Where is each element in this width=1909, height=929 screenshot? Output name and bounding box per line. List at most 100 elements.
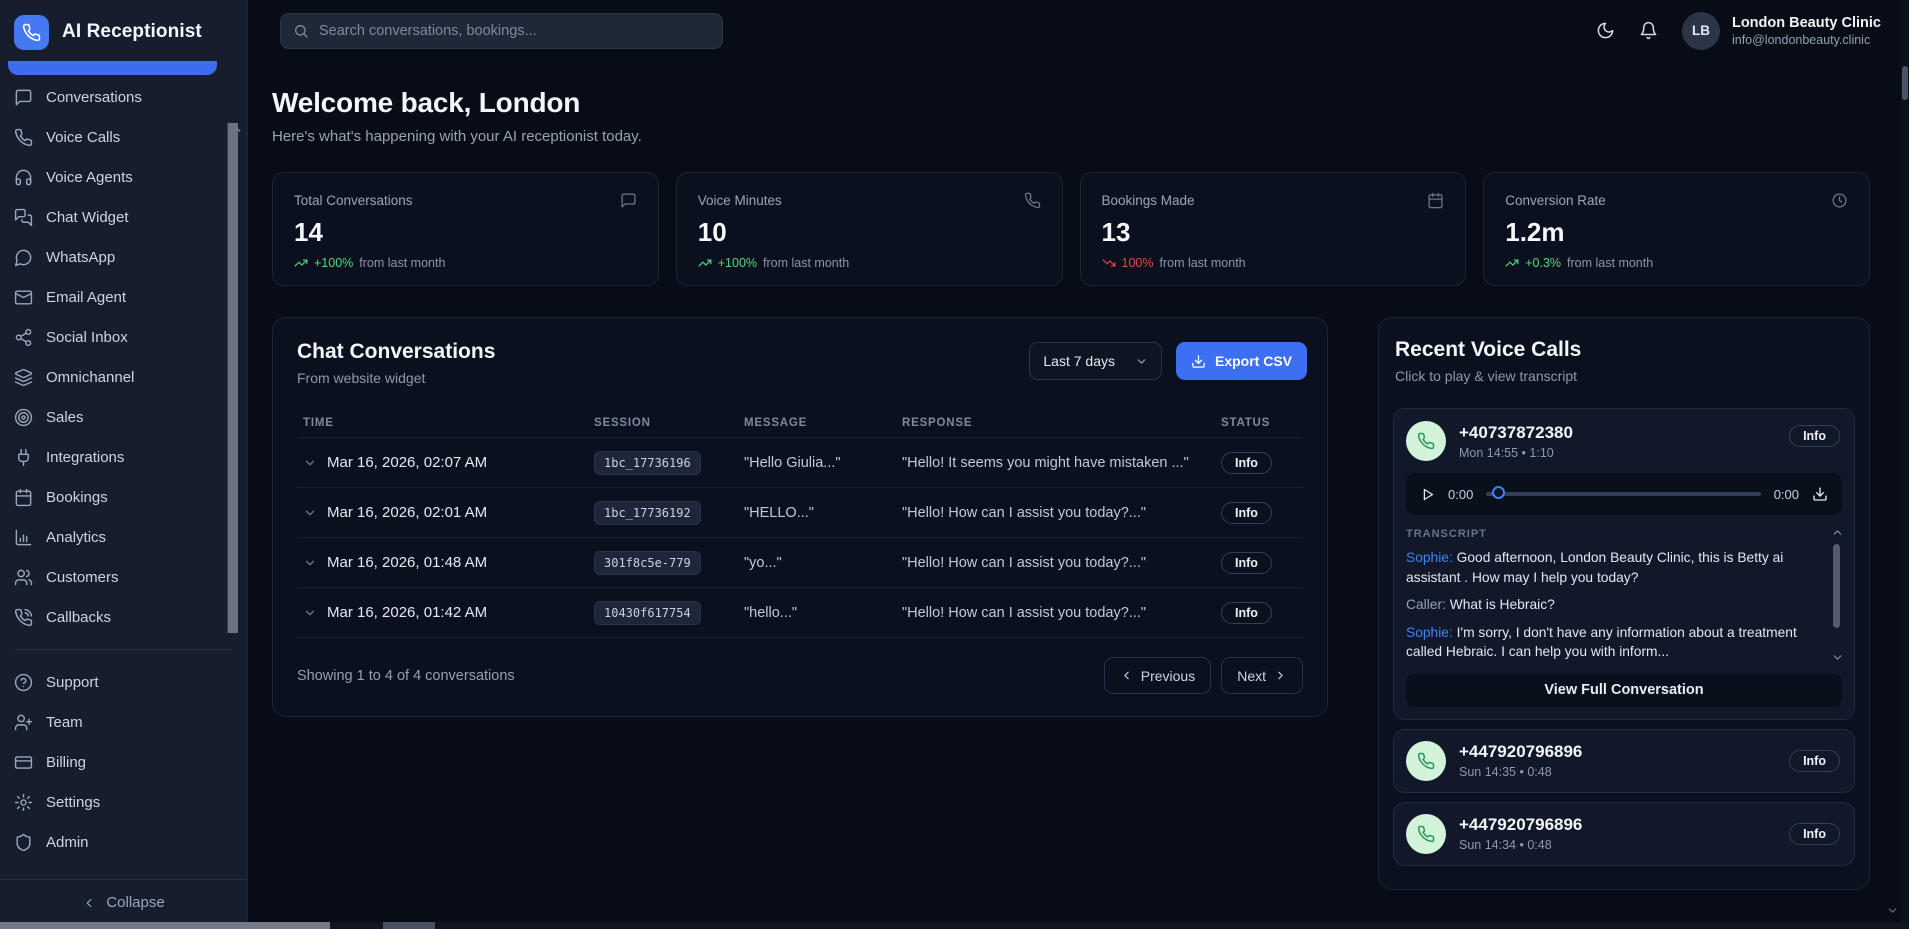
- audio-player: 0:00 0:00: [1406, 473, 1842, 515]
- sidebar-item-voice-calls[interactable]: Voice Calls: [6, 117, 241, 157]
- trending-down-icon: [1102, 256, 1116, 270]
- page-vertical-scrollbar[interactable]: [1901, 0, 1909, 929]
- sidebar-item-chat-widget[interactable]: Chat Widget: [6, 197, 241, 237]
- sidebar-item-social-inbox[interactable]: Social Inbox: [6, 317, 241, 357]
- sidebar-item-callbacks[interactable]: Callbacks: [6, 597, 241, 637]
- row-expand-chevron-icon[interactable]: [303, 606, 317, 620]
- page-vertical-scrollbar-thumb[interactable]: [1902, 66, 1908, 100]
- table-row[interactable]: Mar 16, 2026, 02:07 AM 1bc_17736196 "Hel…: [297, 438, 1303, 488]
- sidebar-item-label: Voice Calls: [46, 128, 121, 146]
- sidebar-item-analytics[interactable]: Analytics: [6, 517, 241, 557]
- call-info-button[interactable]: Info: [1789, 749, 1840, 772]
- speaker-label: Sophie:: [1406, 550, 1453, 565]
- trending-up-icon: [698, 256, 712, 270]
- sidebar-item-sales[interactable]: Sales: [6, 397, 241, 437]
- session-id-badge: 1bc_17736192: [594, 500, 701, 525]
- sidebar-item-label: Sales: [46, 408, 84, 426]
- date-range-select[interactable]: Last 7 days: [1029, 342, 1162, 380]
- transcript-scrollbar-thumb[interactable]: [1833, 544, 1840, 628]
- transcript-scroll-down-icon[interactable]: [1831, 651, 1844, 664]
- row-expand-chevron-icon[interactable]: [303, 456, 317, 470]
- sidebar-item-billing[interactable]: Billing: [6, 742, 241, 782]
- sidebar-item-admin[interactable]: Admin: [6, 822, 241, 862]
- call-info-button[interactable]: Info: [1789, 822, 1840, 845]
- table-row[interactable]: Mar 16, 2026, 01:42 AM 10430f617754 "hel…: [297, 588, 1303, 638]
- sidebar-item-voice-agents[interactable]: Voice Agents: [6, 157, 241, 197]
- row-info-button[interactable]: Info: [1221, 501, 1272, 524]
- page-scroll-down-icon[interactable]: [1886, 904, 1899, 917]
- trending-up-icon: [294, 256, 308, 270]
- sidebar-item-whatsapp[interactable]: WhatsApp: [6, 237, 241, 277]
- next-page-button[interactable]: Next: [1221, 657, 1303, 694]
- table-footer: Showing 1 to 4 of 4 conversations Previo…: [297, 657, 1303, 694]
- stat-trend-value: +100%: [717, 256, 758, 270]
- row-time: Mar 16, 2026, 02:07 AM: [327, 454, 488, 471]
- sidebar-item-support[interactable]: Support: [6, 662, 241, 702]
- sidebar-item-settings[interactable]: Settings: [6, 782, 241, 822]
- sidebar-item-conversations[interactable]: Conversations: [6, 77, 241, 117]
- stat-label: Bookings Made: [1101, 193, 1195, 208]
- export-csv-button[interactable]: Export CSV: [1175, 342, 1307, 380]
- message-square-icon: [620, 192, 637, 209]
- voice-call-card[interactable]: +447920796896 Sun 14:35 • 0:48 Info: [1393, 728, 1855, 793]
- row-expand-chevron-icon[interactable]: [303, 556, 317, 570]
- row-response: "Hello! How can I assist you today?...": [902, 504, 1147, 521]
- sidebar-item-bookings[interactable]: Bookings: [6, 477, 241, 517]
- call-number: +447920796896: [1459, 815, 1583, 835]
- search-icon: [293, 23, 309, 39]
- conversations-icon: [14, 88, 33, 107]
- call-info-button[interactable]: Info: [1789, 425, 1840, 447]
- dark-mode-toggle-moon-icon[interactable]: [1596, 21, 1615, 40]
- table-row[interactable]: Mar 16, 2026, 01:48 AM 301f8c5e-779 "yo.…: [297, 538, 1303, 588]
- sidebar-item-email-agent[interactable]: Email Agent: [6, 277, 241, 317]
- sidebar-item-team[interactable]: Team: [6, 702, 241, 742]
- sidebar-item-integrations[interactable]: Integrations: [6, 437, 241, 477]
- call-phone-icon: [1406, 740, 1446, 781]
- sidebar-collapse-button[interactable]: Collapse: [0, 879, 247, 929]
- account-menu[interactable]: LB London Beauty Clinic info@londonbeaut…: [1681, 11, 1881, 50]
- phone-callback-icon: [14, 608, 33, 627]
- seek-slider-thumb[interactable]: [1492, 486, 1506, 499]
- sidebar-item-label: Team: [46, 713, 83, 731]
- voice-call-card-expanded[interactable]: +40737872380 Mon 14:55 • 1:10 Info 0:00 …: [1393, 408, 1855, 720]
- previous-page-button[interactable]: Previous: [1103, 657, 1212, 694]
- stat-card-conversion-rate: Conversion Rate 1.2m +0.3% from last mon…: [1483, 172, 1870, 286]
- stat-value: 10: [697, 217, 727, 247]
- transcript-scroll-up-icon[interactable]: [1831, 526, 1844, 539]
- row-info-button[interactable]: Info: [1221, 451, 1272, 474]
- row-info-button[interactable]: Info: [1221, 551, 1272, 574]
- speaker-label: Sophie:: [1406, 624, 1453, 640]
- sidebar-scrollbar-thumb[interactable]: [227, 123, 238, 633]
- voice-call-card[interactable]: +447920796896 Sun 14:34 • 0:48 Info: [1393, 801, 1855, 866]
- sidebar-item-label: Omnichannel: [46, 368, 135, 386]
- topbar-right: LB London Beauty Clinic info@londonbeaut…: [1596, 11, 1881, 50]
- page-horizontal-scrollbar[interactable]: [0, 922, 1909, 929]
- chat-widget-icon: [14, 208, 33, 227]
- row-response: "Hello! How can I assist you today?...": [902, 554, 1147, 571]
- row-message: "Hello Giulia...": [744, 454, 841, 471]
- seek-slider[interactable]: [1486, 486, 1761, 499]
- view-full-conversation-button[interactable]: View Full Conversation: [1406, 673, 1842, 707]
- sidebar-item-label: Conversations: [46, 88, 142, 106]
- table-row[interactable]: Mar 16, 2026, 02:01 AM 1bc_17736192 "HEL…: [297, 488, 1303, 538]
- sidebar-item-label: Callbacks: [46, 608, 112, 626]
- sidebar-item-omnichannel[interactable]: Omnichannel: [6, 357, 241, 397]
- search-box[interactable]: [280, 12, 723, 49]
- conversations-table: TIME SESSION MESSAGE RESPONSE STATUS Mar…: [297, 408, 1303, 638]
- chevron-left-icon: [1120, 669, 1133, 682]
- call-number: +40737872380: [1459, 422, 1573, 442]
- row-info-button[interactable]: Info: [1221, 601, 1272, 624]
- sidebar-item-customers[interactable]: Customers: [6, 557, 241, 597]
- row-expand-chevron-icon[interactable]: [303, 506, 317, 520]
- target-icon: [14, 408, 33, 427]
- stat-trend-suffix: from last month: [359, 256, 446, 270]
- sidebar-active-item-partial[interactable]: [8, 61, 217, 75]
- page-horizontal-scrollbar-thumb[interactable]: [0, 922, 330, 929]
- stat-card-bookings-made: Bookings Made 13 100% from last month: [1079, 172, 1467, 286]
- notifications-bell-icon[interactable]: [1639, 21, 1658, 40]
- download-recording-icon[interactable]: [1812, 486, 1828, 502]
- play-button-icon[interactable]: [1420, 487, 1435, 502]
- phone-icon: [1024, 192, 1041, 209]
- search-input[interactable]: [319, 22, 710, 39]
- collapse-label: Collapse: [106, 894, 165, 911]
